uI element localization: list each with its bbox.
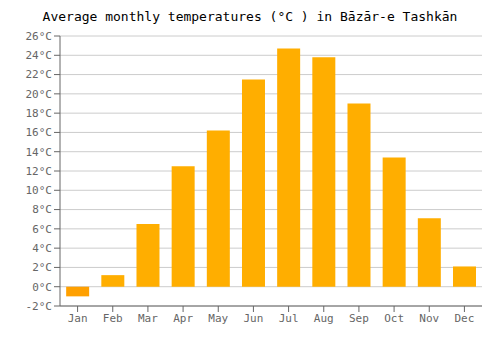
svg-text:-2°C: -2°C [26, 300, 53, 313]
svg-text:8°C: 8°C [32, 203, 52, 216]
svg-text:10°C: 10°C [26, 184, 53, 197]
svg-text:Nov: Nov [419, 312, 439, 325]
svg-text:14°C: 14°C [26, 146, 53, 159]
svg-text:Feb: Feb [103, 312, 123, 325]
svg-text:12°C: 12°C [26, 165, 53, 178]
svg-text:Jul: Jul [279, 312, 299, 325]
svg-text:6°C: 6°C [32, 223, 52, 236]
svg-text:0°C: 0°C [32, 281, 52, 294]
svg-text:2°C: 2°C [32, 261, 52, 274]
svg-text:4°C: 4°C [32, 242, 52, 255]
svg-text:24°C: 24°C [26, 49, 53, 62]
svg-text:May: May [208, 312, 228, 325]
svg-text:Aug: Aug [314, 312, 334, 325]
svg-text:Mar: Mar [138, 312, 158, 325]
svg-text:Jun: Jun [243, 312, 263, 325]
svg-text:Sep: Sep [349, 312, 369, 325]
svg-text:22°C: 22°C [26, 68, 53, 81]
svg-text:16°C: 16°C [26, 126, 53, 139]
svg-text:Oct: Oct [384, 312, 404, 325]
svg-text:Jan: Jan [68, 312, 88, 325]
svg-text:Dec: Dec [454, 312, 474, 325]
svg-text:Apr: Apr [173, 312, 193, 325]
svg-text:18°C: 18°C [26, 107, 53, 120]
html-text:Average monthly temperatures (: Average monthly temperatures (°C ) in Bā… [42, 9, 458, 24]
svg-text:20°C: 20°C [26, 88, 53, 101]
svg-text:26°C: 26°C [26, 30, 53, 43]
